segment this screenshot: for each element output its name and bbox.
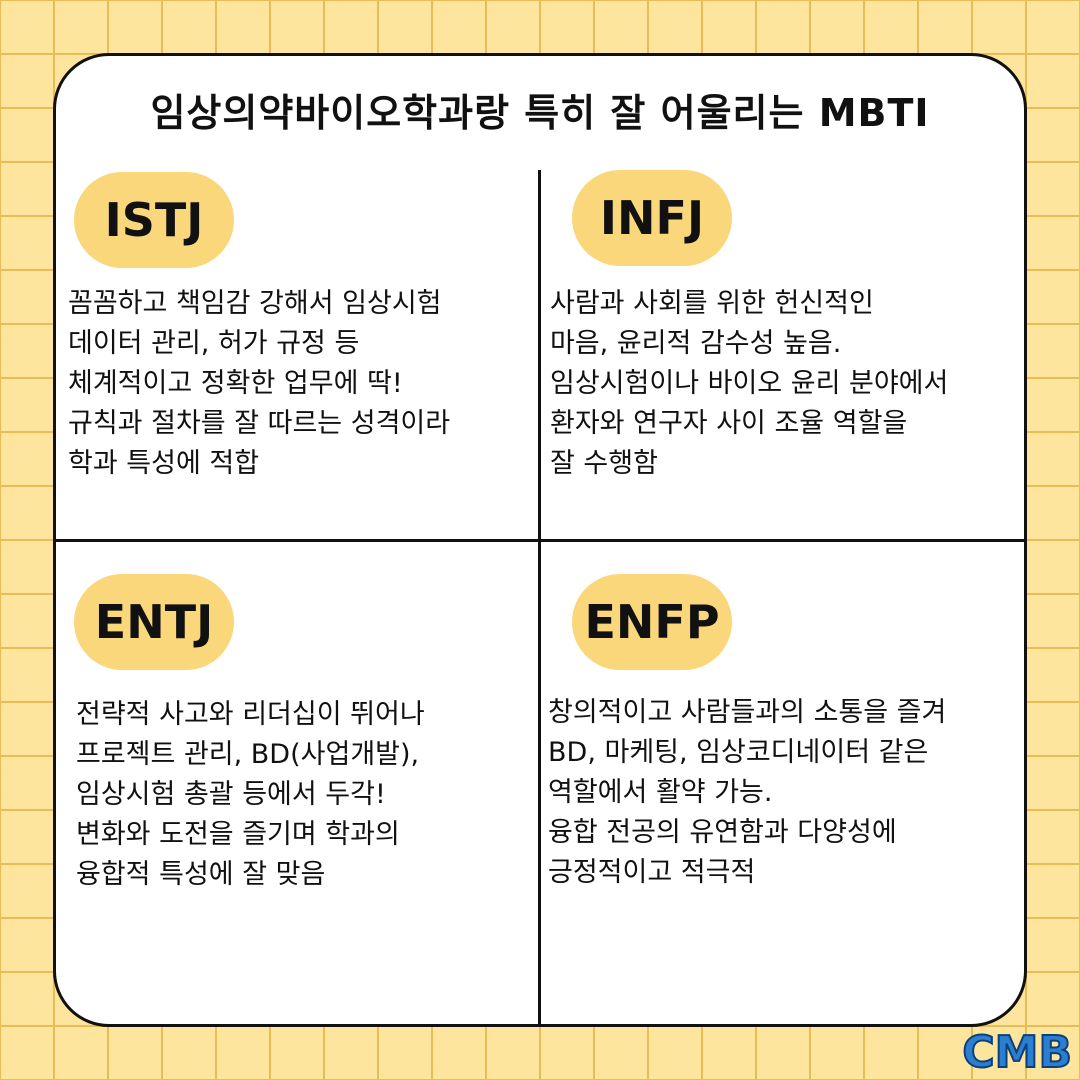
desc-enfp: 창의적이고 사람들과의 소통을 즐겨 BD, 마케팅, 임상코디네이터 같은 역…: [548, 697, 947, 888]
cmb-logo: CMB: [961, 1026, 1073, 1079]
desc-istj: 꼼꼼하고 책임감 강해서 임상시험 데이터 관리, 허가 규정 등 체계적이고 …: [68, 288, 451, 479]
desc-entj: 전략적 사고와 리더십이 뛰어나 프로젝트 관리, BD(사업개발), 임상시험…: [76, 699, 425, 890]
badge-infj: INFJ: [572, 170, 732, 266]
vertical-divider: [538, 170, 541, 1027]
badge-istj: ISTJ: [74, 172, 234, 268]
horizontal-divider: [53, 539, 1027, 542]
badge-enfp: ENFP: [572, 574, 732, 670]
page-title: 임상의약바이오학과랑 특히 잘 어울리는 MBTI: [150, 91, 930, 135]
desc-infj: 사람과 사회를 위한 헌신적인 마음, 윤리적 감수성 높음. 임상시험이나 바…: [550, 288, 949, 479]
badge-entj: ENTJ: [74, 574, 234, 670]
